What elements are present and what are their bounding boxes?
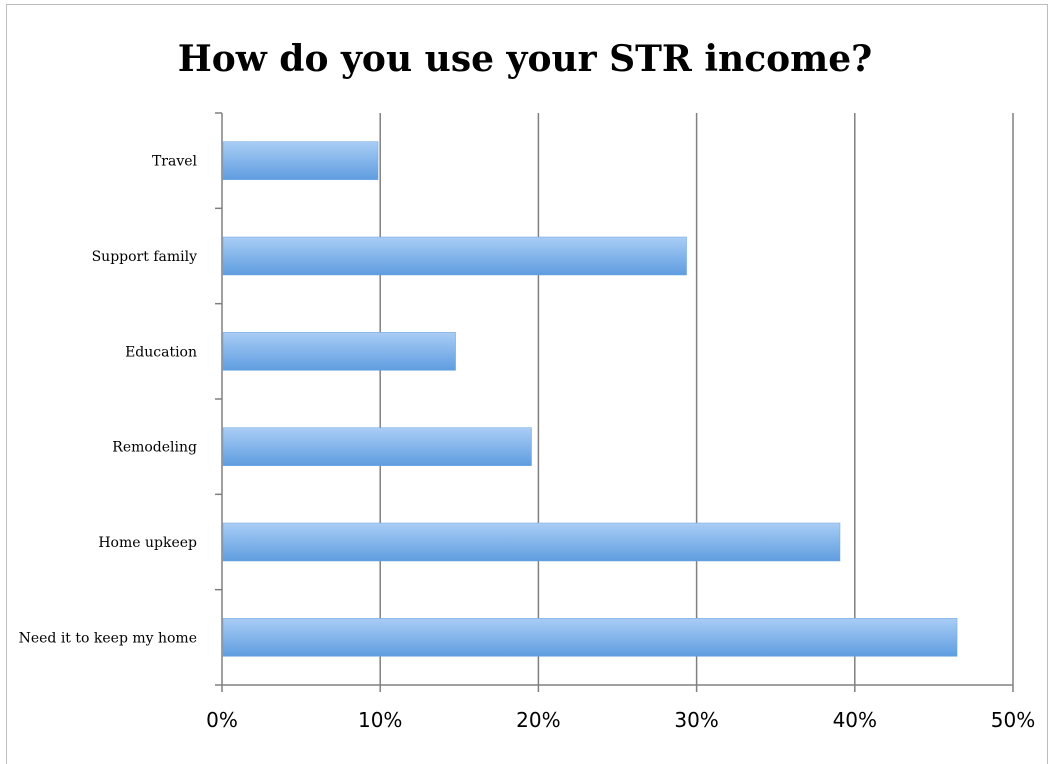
chart-frame [6,4,1048,764]
bar [222,332,456,371]
category-label: Remodeling [112,440,197,456]
category-label: Education [125,344,197,360]
gridlines [379,113,1014,685]
bar [222,236,687,276]
x-tick-label: 50% [991,708,1035,732]
axes [215,112,1014,692]
x-tick-label: 0% [206,708,238,732]
bars [222,141,958,657]
chart-title: How do you use your STR income? [177,38,873,80]
x-tick-label: 10% [358,708,402,732]
category-label: Need it to keep my home [19,630,197,646]
x-tick-labels: 0% 10% 20% 30% 40% 50% [206,708,1035,732]
category-labels: Travel Support family Education Remodeling H… [19,154,198,647]
category-label: Support family [92,249,197,265]
x-tick-label: 20% [516,708,560,732]
category-label: Home upkeep [98,535,197,551]
bar [222,141,379,180]
x-tick-label: 30% [674,708,718,732]
bar [222,618,958,657]
bar [222,522,841,562]
x-tick-label: 40% [833,708,877,732]
bar [222,427,532,466]
category-label: Travel [152,154,198,170]
